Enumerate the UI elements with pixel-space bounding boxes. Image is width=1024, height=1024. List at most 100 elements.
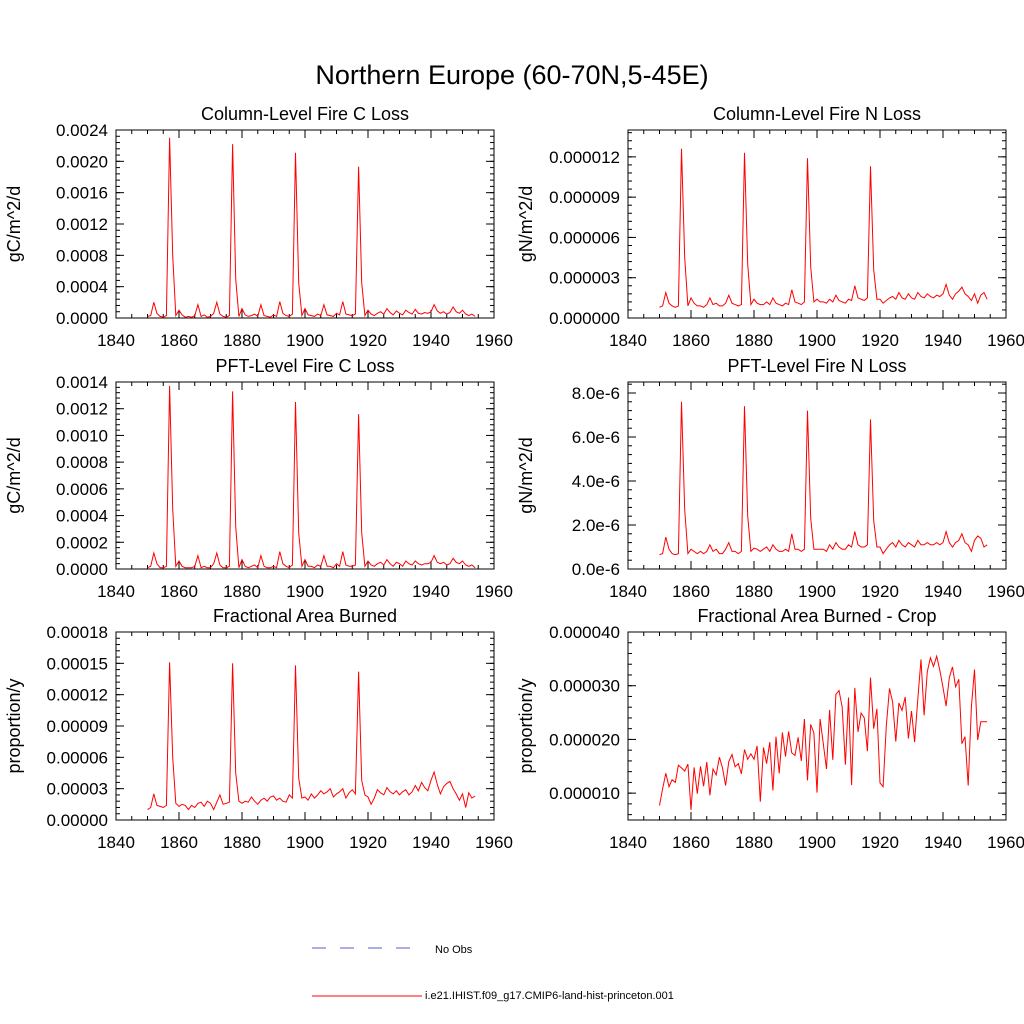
y-tick-label: 0.0012 [56,215,108,234]
x-tick-label: 1960 [475,833,513,852]
y-tick-label: 0.0008 [56,453,108,472]
x-tick-label: 1840 [609,582,647,601]
y-tick-label: 0.00009 [47,717,108,736]
y-tick-label: 0.000020 [549,730,620,749]
x-tick-label: 1900 [798,331,836,350]
y-tick-label: 0.0012 [56,400,108,419]
panels: Column-Level Fire C Loss gC/m^2/d 1840 1860… [4,104,1024,852]
y-tick-label: 0.0004 [56,278,108,297]
x-tick-label: 1860 [672,833,710,852]
y-tick-label: 0.000000 [549,309,620,328]
panel-title: PFT-Level Fire N Loss [727,356,906,376]
y-axis-label: gC/m^2/d [4,186,24,262]
series-line-1 [659,401,988,556]
x-tick-label: 1840 [609,331,647,350]
legend: No Obs i.e21.IHIST.f09_g17.CMIP6-land-hi… [312,944,674,1002]
y-tick-label: 6.0e-6 [572,428,620,447]
y-tick-label: 0.000003 [549,269,620,288]
series-line-1 [147,137,476,318]
x-tick-label: 1880 [223,582,261,601]
x-tick-label: 1860 [160,331,198,350]
legend-series-label: i.e21.IHIST.f09_g17.CMIP6-land-hist-prin… [425,990,674,1002]
y-tick-label: 0.0014 [56,373,108,392]
y-tick-label: 0.0004 [56,507,108,526]
y-tick-label: 0.0016 [56,184,108,203]
x-tick-label: 1900 [798,833,836,852]
y-tick-label: 0.00015 [47,654,108,673]
x-tick-label: 1940 [412,331,450,350]
x-tick-label: 1900 [286,833,324,852]
x-tick-label: 1880 [735,582,773,601]
panel-title: Column-Level Fire C Loss [201,104,409,124]
panel-title: Fractional Area Burned [213,606,397,626]
x-tick-label: 1960 [987,582,1024,601]
x-tick-label: 1840 [97,331,135,350]
x-tick-label: 1920 [349,833,387,852]
y-tick-label: 0.0020 [56,152,108,171]
y-tick-label: 2.0e-6 [572,516,620,535]
plot-frame [115,129,495,319]
y-tick-label: 0.00012 [47,686,108,705]
y-tick-label: 0.0002 [56,533,108,552]
y-tick-label: 0.000040 [549,623,620,642]
x-tick-label: 1840 [609,833,647,852]
y-tick-label: 0.000006 [549,228,620,247]
y-tick-label: 0.00000 [47,811,108,830]
x-tick-label: 1920 [349,582,387,601]
panel-title: PFT-Level Fire C Loss [215,356,394,376]
chart-panel-2: Column-Level Fire N Loss gN/m^2/d 1840 1860… [516,104,1024,350]
y-axis-label: proportion/y [516,678,536,773]
y-tick-label: 0.0e-6 [572,560,620,579]
y-tick-label: 0.00003 [47,780,108,799]
y-tick-label: 0.000009 [549,188,620,207]
y-axis-label: proportion/y [4,678,24,773]
x-tick-label: 1920 [861,582,899,601]
x-tick-label: 1940 [924,331,962,350]
y-tick-label: 0.0000 [56,560,108,579]
x-tick-label: 1840 [97,582,135,601]
chart-panel-4: PFT-Level Fire N Loss gN/m^2/d 1840 1860 188… [516,356,1024,601]
y-tick-label: 0.000010 [549,784,620,803]
x-tick-label: 1880 [223,331,261,350]
x-tick-label: 1880 [735,833,773,852]
y-tick-label: 0.00006 [47,748,108,767]
figure-title: Northern Europe (60-70N,5-45E) [315,60,708,90]
x-tick-label: 1920 [861,331,899,350]
y-tick-label: 0.0000 [56,309,108,328]
plot-frame [115,381,495,570]
x-tick-label: 1900 [286,582,324,601]
series-line-1 [147,662,476,811]
panel-title: Fractional Area Burned - Crop [697,606,936,626]
series-line-1 [659,148,988,308]
x-tick-label: 1840 [97,833,135,852]
x-tick-label: 1900 [798,582,836,601]
y-tick-label: 0.0010 [56,426,108,445]
y-tick-label: 0.000030 [549,677,620,696]
chart-panel-1: Column-Level Fire C Loss gC/m^2/d 1840 1860… [4,104,513,350]
y-tick-label: 0.0006 [56,480,108,499]
y-axis-label: gC/m^2/d [4,437,24,513]
x-tick-label: 1940 [412,582,450,601]
x-tick-label: 1860 [672,331,710,350]
y-tick-label: 0.0024 [56,121,108,140]
y-axis-label: gN/m^2/d [516,437,536,513]
x-tick-label: 1860 [160,833,198,852]
y-tick-label: 0.000012 [549,148,620,167]
plot-frame [115,631,495,821]
x-tick-label: 1960 [987,331,1024,350]
y-tick-label: 0.00018 [47,623,108,642]
chart-panel-5: Fractional Area Burned proportion/y 1840 18… [4,606,513,852]
x-tick-label: 1940 [924,582,962,601]
x-tick-label: 1920 [861,833,899,852]
x-tick-label: 1920 [349,331,387,350]
x-tick-label: 1860 [160,582,198,601]
series-line-1 [147,385,476,569]
x-tick-label: 1880 [735,331,773,350]
y-tick-label: 4.0e-6 [572,472,620,491]
x-tick-label: 1880 [223,833,261,852]
x-tick-label: 1860 [672,582,710,601]
plot-frame [627,129,1007,319]
y-tick-label: 0.0008 [56,246,108,265]
